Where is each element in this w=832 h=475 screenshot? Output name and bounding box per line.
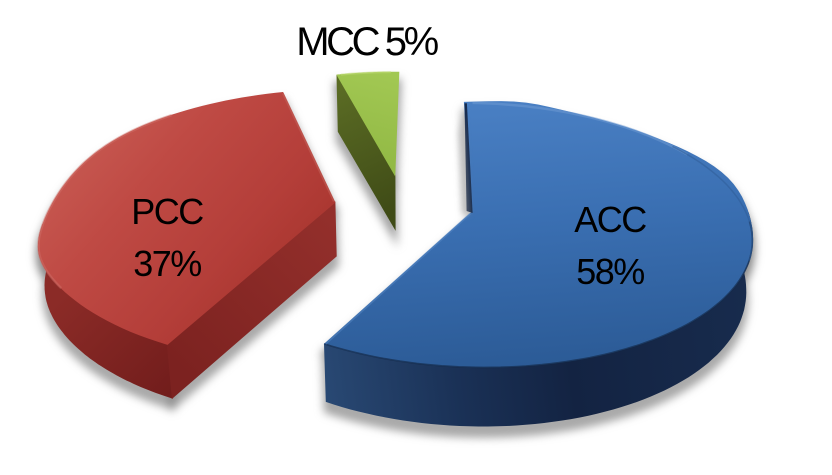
svg-text:MCC 5%: MCC 5% <box>296 20 438 64</box>
svg-text:37%: 37% <box>133 243 201 284</box>
svg-text:58%: 58% <box>576 251 644 292</box>
svg-text:ACC: ACC <box>574 199 646 240</box>
svg-text:PCC: PCC <box>131 191 203 232</box>
